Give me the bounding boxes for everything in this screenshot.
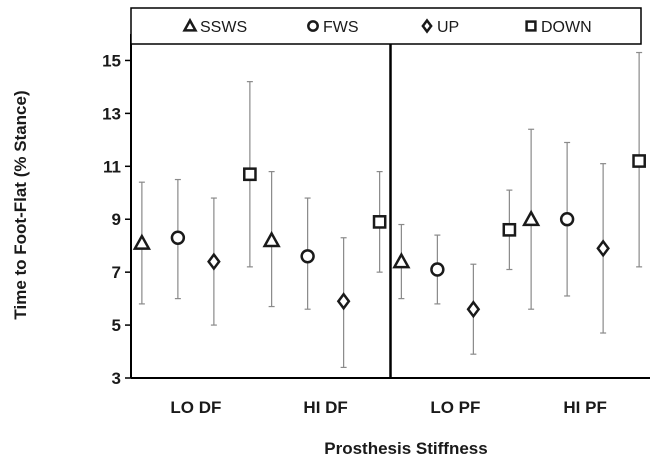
data-point-up bbox=[596, 239, 610, 258]
data-point-down bbox=[372, 215, 387, 229]
axes-group: 3 5 7 9 11 13 15 LO DF HI DF LO PF HI PF bbox=[102, 24, 650, 417]
x-category-label: LO DF bbox=[170, 398, 221, 417]
data-point-up bbox=[207, 252, 221, 271]
y-tick-label: 3 bbox=[112, 369, 121, 388]
legend-marker-ssws bbox=[182, 17, 198, 32]
data-point-fws bbox=[430, 262, 445, 277]
legend-box bbox=[130, 7, 642, 45]
x-category-label: HI PF bbox=[563, 398, 606, 417]
legend-marker-down bbox=[525, 20, 537, 32]
y-tick-label: 15 bbox=[102, 51, 121, 70]
x-category-label: HI DF bbox=[303, 398, 347, 417]
data-point-down bbox=[502, 222, 517, 237]
data-point-fws bbox=[170, 230, 186, 245]
data-point-up bbox=[336, 292, 351, 311]
y-axis-title: Time to Foot-Flat (% Stance) bbox=[11, 90, 30, 319]
data-point-ssws bbox=[262, 230, 281, 248]
legend-label: DOWN bbox=[541, 19, 592, 36]
data-point-down bbox=[243, 167, 257, 182]
legend: SSWS FWS UP DOWN bbox=[130, 7, 642, 45]
data-point-ssws bbox=[522, 209, 541, 227]
legend-marker-fws bbox=[307, 20, 319, 32]
legend-label: FWS bbox=[323, 19, 359, 36]
y-tick-label: 7 bbox=[112, 263, 121, 282]
y-tick-label: 9 bbox=[112, 210, 121, 229]
legend-label: SSWS bbox=[200, 19, 247, 36]
y-tick-label: 13 bbox=[102, 104, 121, 123]
markers-group bbox=[132, 154, 646, 319]
x-category-label: LO PF bbox=[430, 398, 480, 417]
data-point-fws bbox=[300, 249, 315, 264]
data-point-ssws bbox=[132, 233, 151, 250]
data-point-up bbox=[466, 300, 481, 319]
legend-marker-up bbox=[421, 18, 433, 34]
x-axis-title: Prosthesis Stiffness bbox=[324, 439, 487, 458]
data-point-fws bbox=[559, 212, 575, 227]
y-tick-label: 11 bbox=[103, 157, 121, 176]
data-point-ssws bbox=[392, 251, 411, 269]
y-tick-label: 5 bbox=[112, 316, 121, 335]
data-point-down bbox=[632, 154, 646, 168]
legend-label: UP bbox=[437, 19, 459, 36]
